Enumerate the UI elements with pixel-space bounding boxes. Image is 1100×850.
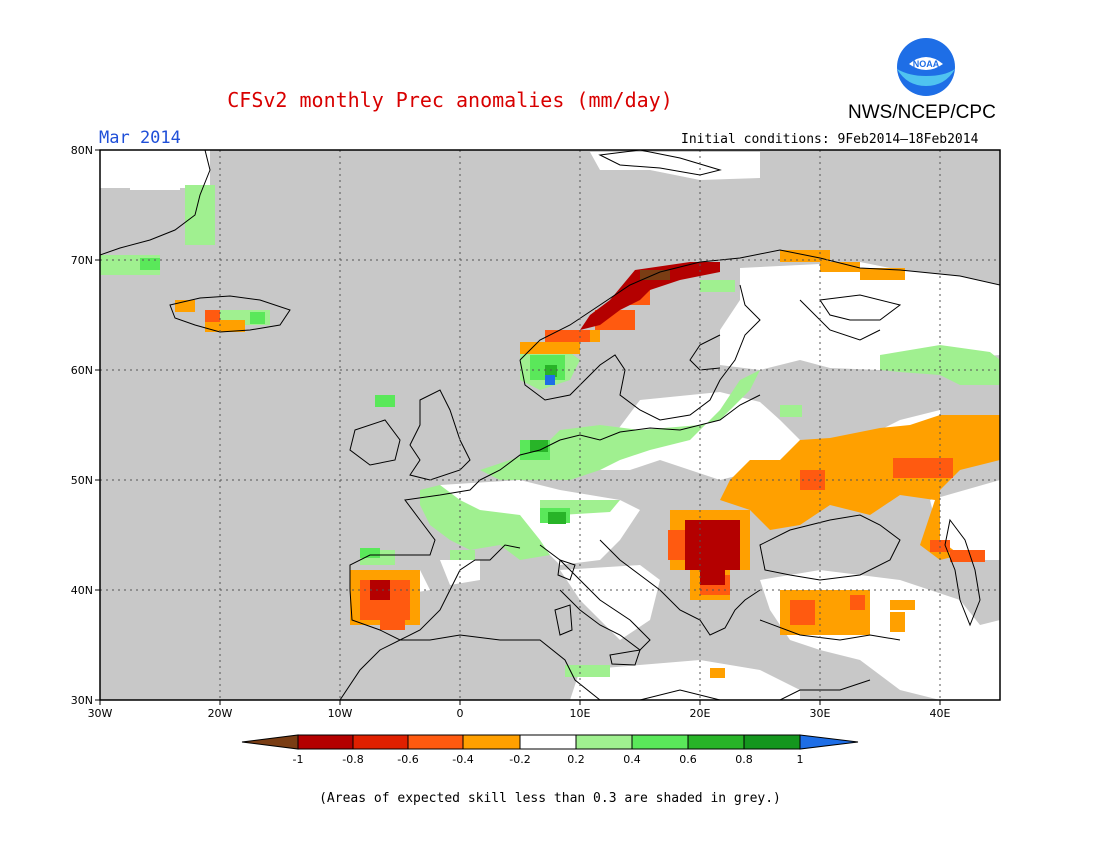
negative-strong-areas xyxy=(370,262,740,600)
lat-tick-label: 40N xyxy=(71,584,93,597)
legend-arrow-right xyxy=(799,734,859,750)
legend-swatch xyxy=(297,734,354,750)
lon-tick-label: 20E xyxy=(690,707,711,720)
agency-label: NWS/NCEP/CPC xyxy=(848,102,996,123)
legend-swatch xyxy=(407,734,464,750)
initial-conditions: Initial conditions: 9Feb2014—18Feb2014 xyxy=(681,132,979,147)
color-legend: -1 -0.8 -0.6 -0.4 -0.2 0.2 0.4 0.6 0.8 1 xyxy=(241,734,859,766)
legend-label: -1 xyxy=(293,753,304,766)
noaa-logo: NOAA xyxy=(896,37,956,97)
legend-label: -0.6 xyxy=(397,753,418,766)
lon-tick-label: 40E xyxy=(930,707,951,720)
legend-label: -0.4 xyxy=(452,753,473,766)
lat-tick-label: 50N xyxy=(71,474,93,487)
legend-label: 0.2 xyxy=(567,753,585,766)
legend-arrow-left xyxy=(241,734,299,750)
skill-footnote: (Areas of expected skill less than 0.3 a… xyxy=(319,791,781,806)
legend-swatch xyxy=(743,734,801,750)
logo-text: NOAA xyxy=(913,59,940,69)
legend-label: 0.6 xyxy=(679,753,697,766)
legend-swatch xyxy=(631,734,689,750)
legend-label: -0.2 xyxy=(509,753,530,766)
tick-marks xyxy=(95,149,941,705)
legend-label: -0.8 xyxy=(342,753,363,766)
legend-label: 0.8 xyxy=(735,753,753,766)
lon-tick-label: 20W xyxy=(208,707,233,720)
lat-tick-label: 70N xyxy=(71,254,93,267)
grid-lines xyxy=(100,150,1000,700)
positive-strong-areas xyxy=(530,365,566,524)
lon-tick-label: 0 xyxy=(457,707,464,720)
anomaly-field xyxy=(100,150,1000,700)
legend-swatch xyxy=(519,734,577,750)
positive-extreme-area xyxy=(545,375,555,385)
negative-extreme-area xyxy=(640,270,670,280)
lon-tick-label: 30E xyxy=(810,707,831,720)
forecast-period: Mar 2014 xyxy=(99,128,181,148)
legend-label: 1 xyxy=(797,753,804,766)
lat-tick-label: 30N xyxy=(71,694,93,707)
lat-tick-label: 60N xyxy=(71,364,93,377)
lon-tick-label: 10E xyxy=(570,707,591,720)
map-frame xyxy=(99,149,1001,701)
legend-swatch xyxy=(352,734,409,750)
lon-tick-label: 10W xyxy=(328,707,353,720)
lon-tick-label: 30W xyxy=(88,707,113,720)
lat-tick-label: 80N xyxy=(71,144,93,157)
legend-swatch xyxy=(462,734,521,750)
legend-swatch xyxy=(687,734,745,750)
map-title: CFSv2 monthly Prec anomalies (mm/day) xyxy=(227,88,673,112)
legend-swatch xyxy=(575,734,633,750)
legend-label: 0.4 xyxy=(623,753,641,766)
